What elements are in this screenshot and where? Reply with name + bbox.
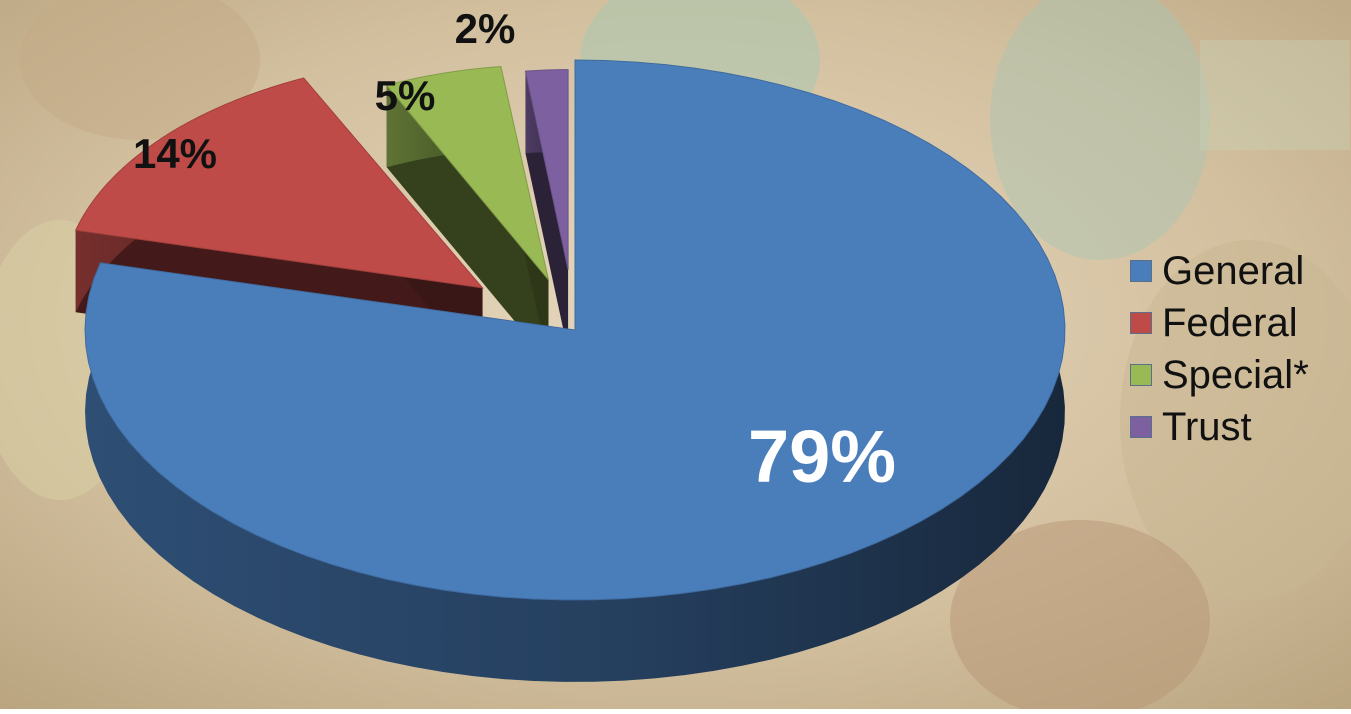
legend-item-general: General xyxy=(1130,250,1309,292)
legend-item-federal: Federal xyxy=(1130,302,1309,344)
pie-slice-special xyxy=(385,65,549,362)
legend-swatch-special xyxy=(1130,364,1152,386)
legend-item-trust: Trust xyxy=(1130,406,1309,448)
legend-label-trust: Trust xyxy=(1162,405,1252,449)
legend-label-general: General xyxy=(1162,249,1305,293)
legend-label-special: Special* xyxy=(1162,353,1309,397)
legend-swatch-general xyxy=(1130,260,1152,282)
legend-swatch-federal xyxy=(1130,312,1152,334)
legend-swatch-trust xyxy=(1130,416,1152,438)
pie-slice-trust xyxy=(524,69,569,352)
legend-label-federal: Federal xyxy=(1162,301,1298,345)
data-label-federal: 14% xyxy=(133,130,217,177)
chart-legend: General Federal Special* Trust xyxy=(1130,250,1309,448)
legend-item-special: Special* xyxy=(1130,354,1309,396)
pie-slice-general xyxy=(84,59,1066,682)
data-label-general: 79% xyxy=(748,415,896,498)
data-label-trust: 2% xyxy=(455,5,516,52)
data-label-special: 5% xyxy=(375,72,436,119)
